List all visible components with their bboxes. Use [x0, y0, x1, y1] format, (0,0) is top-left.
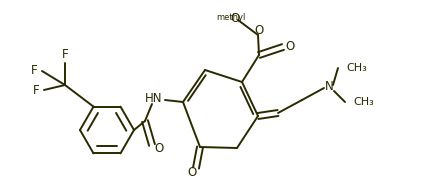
Text: O: O	[230, 12, 240, 26]
Text: O: O	[255, 25, 264, 37]
Text: F: F	[34, 84, 40, 97]
Text: N: N	[325, 81, 333, 94]
Text: HN: HN	[144, 91, 162, 105]
Text: CH₃: CH₃	[353, 97, 374, 107]
Text: F: F	[31, 64, 38, 77]
Text: methyl: methyl	[216, 13, 246, 22]
Text: O: O	[187, 167, 197, 180]
Text: F: F	[62, 48, 68, 61]
Text: CH₃: CH₃	[346, 63, 367, 73]
Text: O: O	[285, 40, 295, 53]
Text: O: O	[154, 142, 164, 154]
